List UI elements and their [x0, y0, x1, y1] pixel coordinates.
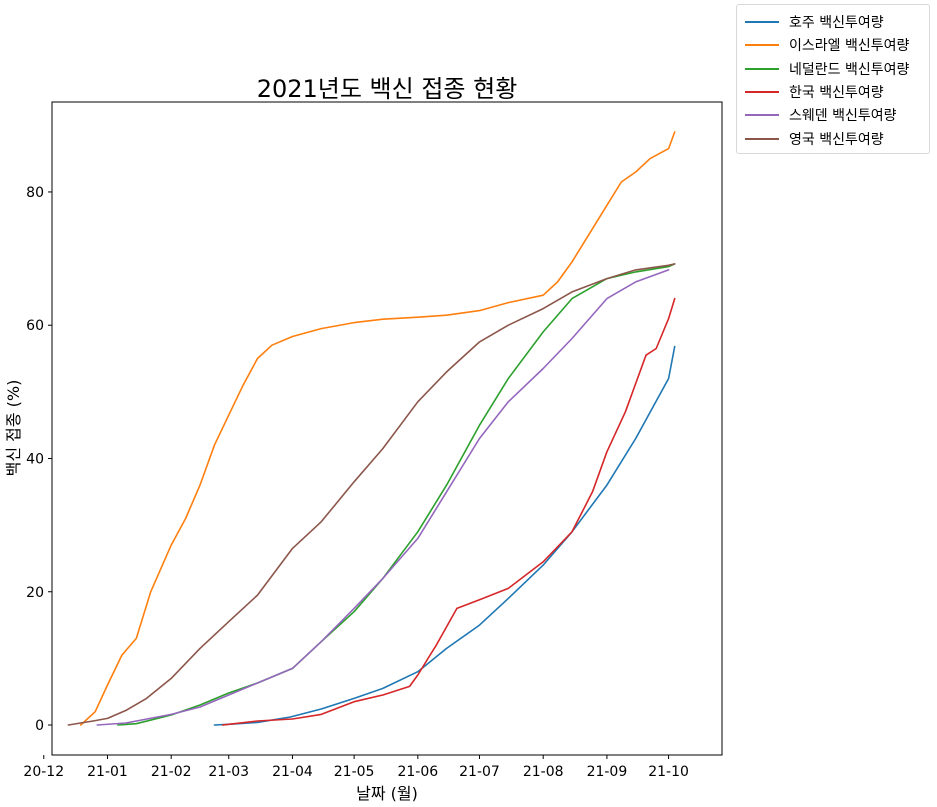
chart-title: 2021년도 백신 접종 현황	[257, 75, 518, 103]
legend-label: 호주 백신투여량	[789, 15, 884, 31]
legend-swatch	[745, 21, 779, 23]
legend-swatch	[745, 90, 779, 93]
legend-item-0: 호주 백신투여량	[745, 11, 884, 33]
legend-item-2: 네덜란드 백신투여량	[745, 58, 909, 80]
x-tick-label: 21-04	[272, 764, 313, 780]
legend-swatch	[745, 137, 779, 140]
legend-swatch	[745, 67, 779, 70]
y-tick-label: 40	[26, 451, 44, 467]
series-line-2	[117, 263, 676, 726]
y-tick-label: 80	[26, 185, 44, 201]
x-tick-label: 21-03	[208, 764, 249, 780]
x-tick-label: 21-09	[587, 764, 628, 780]
legend-item-1: 이스라엘 백신투여량	[745, 34, 909, 56]
series-line-3	[221, 297, 676, 726]
legend-label: 한국 백신투여량	[789, 84, 884, 101]
plot-frame	[51, 101, 723, 756]
legend-item-3: 한국 백신투여량	[745, 81, 884, 103]
x-axis: 20-12 21-01 21-02 21-03 21-04 21-05 21-06 21-07…	[23, 755, 689, 780]
x-axis-label: 날짜 (월)	[356, 784, 418, 803]
x-tick-label: 21-02	[151, 764, 192, 780]
x-tick-label: 21-07	[459, 764, 500, 780]
y-tick-label: 60	[26, 318, 44, 334]
legend-item-5: 영국 백신투여량	[745, 128, 884, 150]
y-tick-label: 20	[26, 585, 44, 601]
x-tick-label: 21-08	[523, 764, 564, 780]
y-axis: 0 20 40 60 80	[26, 185, 52, 734]
x-tick-label: 21-10	[648, 764, 689, 780]
series-line-4	[96, 269, 670, 726]
legend-item-4: 스웨덴 백신투여량	[745, 104, 897, 126]
legend-label: 이스라엘 백신투여량	[789, 38, 910, 55]
x-tick-label: 20-12	[23, 764, 64, 780]
plot-lines	[67, 131, 676, 726]
series-line-5	[67, 263, 676, 726]
x-tick-label: 21-05	[334, 764, 375, 780]
legend-swatch	[745, 44, 779, 47]
y-axis-label: 백신 접종 (%)	[4, 380, 23, 477]
series-line-1	[80, 131, 676, 726]
y-tick-label: 0	[35, 718, 44, 734]
legend-swatch	[745, 114, 779, 117]
legend-label: 스웨덴 백신투여량	[789, 108, 897, 125]
x-tick-label: 21-06	[397, 764, 438, 780]
series-line-0	[213, 345, 676, 726]
x-tick-label: 21-01	[87, 764, 128, 780]
legend-label: 네덜란드 백신투여량	[789, 61, 910, 78]
legend-label: 영국 백신투여량	[789, 131, 884, 148]
